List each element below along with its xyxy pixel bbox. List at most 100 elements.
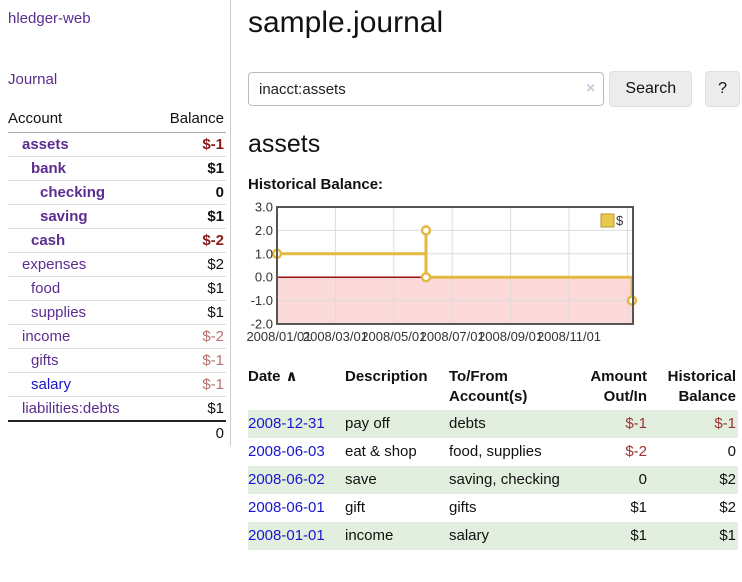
account-row: income $-2 [8,324,226,349]
transaction-description: pay off [345,415,390,432]
account-balance: 0 [158,180,226,205]
account-balance: $-2 [158,228,226,253]
transaction-description: eat & shop [345,443,417,460]
page-title: sample.journal [248,6,444,39]
transaction-description: gift [345,499,366,516]
account-link-cash[interactable]: cash [31,232,66,249]
register-header-row: Date ∧ Description To/From Account(s) Amo… [248,364,738,410]
account-balance: $-2 [158,324,226,349]
transaction-amount: 0 [638,471,647,488]
account-row: cash $-2 [8,228,226,253]
account-link-food[interactable]: food [31,280,61,297]
register-row: 2008-01-01 income salary $1 $1 [248,522,738,550]
svg-text:2008/03/01: 2008/03/01 [303,329,368,344]
account-row: expenses $2 [8,252,226,277]
account-balance: $1 [158,276,226,301]
main-content: sample.journal × Search ? assets Histori… [246,0,740,550]
register-row: 2008-12-31 pay off debts $-1 $-1 [248,410,738,438]
transaction-accounts: debts [449,415,486,432]
account-link-saving[interactable]: saving [40,208,88,225]
account-link-assets[interactable]: assets [22,136,69,153]
sidebar-item-journal[interactable]: Journal [8,71,58,88]
account-balance: $1 [158,204,226,229]
transaction-balance: 0 [727,443,736,460]
account-row: saving $1 [8,204,226,229]
accounts-total-balance: 0 [158,420,226,445]
account-row: liabilities:debts $1 [8,396,226,422]
accounts-table: Account Balance assets $-1 bank $1 check… [8,108,226,445]
account-balance: $-1 [158,348,226,373]
register-header-date[interactable]: Date ∧ [248,368,298,385]
account-link-salary[interactable]: salary [31,376,72,393]
chart-border [276,206,634,325]
sidebar: hledger-web Journal Account Balance asse… [0,0,231,446]
account-balance: $1 [158,300,226,325]
help-button[interactable]: ? [705,71,740,107]
transaction-date-link[interactable]: 2008-06-03 [248,443,325,460]
account-row: supplies $1 [8,300,226,325]
account-row: bank $1 [8,156,226,181]
svg-text:2.0: 2.0 [255,223,273,238]
transaction-accounts: gifts [449,499,477,516]
accounts-header-row: Account Balance [8,108,226,133]
transaction-balance: $-1 [714,415,736,432]
svg-text:0.0: 0.0 [255,270,273,285]
transaction-description: income [345,527,394,544]
account-balance: $-1 [158,132,226,157]
search-button[interactable]: Search [609,71,693,107]
y-axis-labels: 3.0 2.0 1.0 0.0 -1.0 -2.0 [251,201,273,332]
transaction-date-link[interactable]: 2008-01-01 [248,527,325,544]
svg-text:2008/07/01: 2008/07/01 [420,329,485,344]
transaction-amount: $-2 [625,443,647,460]
svg-text:-2.0: -2.0 [251,317,273,332]
register-header-accounts: To/From Account(s) [449,368,528,405]
account-row: food $1 [8,276,226,301]
legend-swatch [600,213,615,228]
chart-label: Historical Balance: [248,176,384,193]
legend-label: $ [616,213,624,228]
account-balance: $1 [158,156,226,181]
account-balance: $1 [158,396,226,422]
account-balance: $2 [158,252,226,277]
svg-text:2008/01/01: 2008/01/01 [246,329,311,344]
svg-text:2008/05/01: 2008/05/01 [361,329,426,344]
account-balance: $-1 [158,372,226,397]
account-link-gifts[interactable]: gifts [31,352,59,369]
accounts-header-account: Account [8,108,158,133]
account-link-expenses[interactable]: expenses [22,256,87,273]
search-row: × Search ? [248,71,740,107]
register-header-description: Description [345,368,428,385]
account-link-supplies[interactable]: supplies [31,304,87,321]
transaction-amount: $1 [630,499,647,516]
clear-search-icon[interactable]: × [586,80,596,97]
search-input[interactable] [248,72,605,106]
transaction-amount: $-1 [625,415,647,432]
account-link-liabilities-debts[interactable]: liabilities:debts [22,400,120,417]
transaction-balance: $2 [719,499,736,516]
account-row: salary $-1 [8,372,226,397]
transaction-accounts: food, supplies [449,443,542,460]
accounts-total-row: 0 [8,420,226,445]
register-row: 2008-06-03 eat & shop food, supplies $-2… [248,438,738,466]
account-link-checking[interactable]: checking [40,184,106,201]
register-table: Date ∧ Description To/From Account(s) Amo… [248,364,738,550]
account-link-income[interactable]: income [22,328,71,345]
x-axis-labels: 2008/01/01 2008/03/01 2008/05/01 2008/07… [246,329,601,344]
section-title: assets [248,130,321,158]
historical-balance-chart: $ 3.0 2.0 1.0 0.0 -1.0 -2.0 2008/01/01 2… [246,201,638,344]
account-link-bank[interactable]: bank [31,160,67,177]
app-title-link[interactable]: hledger-web [8,10,91,27]
transaction-balance: $2 [719,471,736,488]
sort-ascending-icon: ∧ [285,368,298,385]
account-row: gifts $-1 [8,348,226,373]
svg-text:1.0: 1.0 [255,246,273,261]
account-row: assets $-1 [8,132,226,157]
transaction-date-link[interactable]: 2008-12-31 [248,415,325,432]
register-row: 2008-06-01 gift gifts $1 $2 [248,494,738,522]
transaction-date-link[interactable]: 2008-06-02 [248,471,325,488]
transaction-date-link[interactable]: 2008-06-01 [248,499,325,516]
register-header-amount: Amount Out/In [590,368,647,405]
transaction-balance: $1 [719,527,736,544]
register-header-balance: Historical Balance [667,368,736,405]
register-row: 2008-06-02 save saving, checking 0 $2 [248,466,738,494]
